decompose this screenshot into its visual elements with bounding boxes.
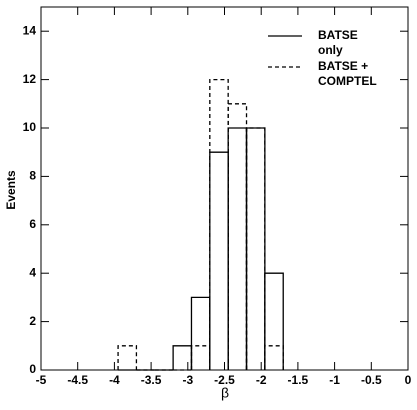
y-axis-label: Events [4, 170, 18, 210]
legend-label: only [318, 43, 343, 57]
x-tick-label: -4.5 [67, 373, 88, 387]
histogram-bin [209, 151, 229, 370]
legend-label: COMPTEL [318, 74, 377, 88]
legend-label: BATSE [318, 28, 358, 42]
x-tick-label: -0.5 [361, 373, 382, 387]
x-tick-label: -3 [182, 373, 193, 387]
x-tick-label: -2 [256, 373, 267, 387]
histogram-bin [245, 127, 266, 370]
histogram-bin [117, 345, 138, 370]
y-tick-label: 12 [23, 72, 37, 86]
y-tick-label: 4 [29, 265, 36, 279]
legend-label: BATSE + [318, 59, 368, 73]
y-tick-label: 0 [29, 362, 36, 376]
x-tick-label: -1 [329, 373, 340, 387]
histogram-bin [190, 296, 211, 370]
histogram-bin [172, 345, 193, 370]
histogram-bin [264, 272, 284, 370]
x-tick-label: -4 [109, 373, 120, 387]
histogram-bin [245, 127, 266, 370]
x-tick-label: -3.5 [141, 373, 162, 387]
y-tick-label: 14 [23, 23, 37, 37]
y-tick-label: 2 [29, 314, 36, 328]
histogram-bin [264, 345, 284, 370]
x-tick-label: -5 [36, 373, 47, 387]
histogram-bin [227, 127, 248, 370]
x-tick-label: 0 [405, 373, 412, 387]
x-axis-label: β [221, 385, 229, 401]
x-tick-label: -1.5 [288, 373, 309, 387]
histogram-bin [209, 78, 229, 370]
histogram-bin [227, 103, 248, 370]
histogram-bin [190, 345, 211, 370]
x-tick-label: -2.5 [214, 373, 235, 387]
y-tick-label: 8 [29, 169, 36, 183]
y-tick-label: 10 [23, 120, 37, 134]
y-tick-label: 6 [29, 217, 36, 231]
